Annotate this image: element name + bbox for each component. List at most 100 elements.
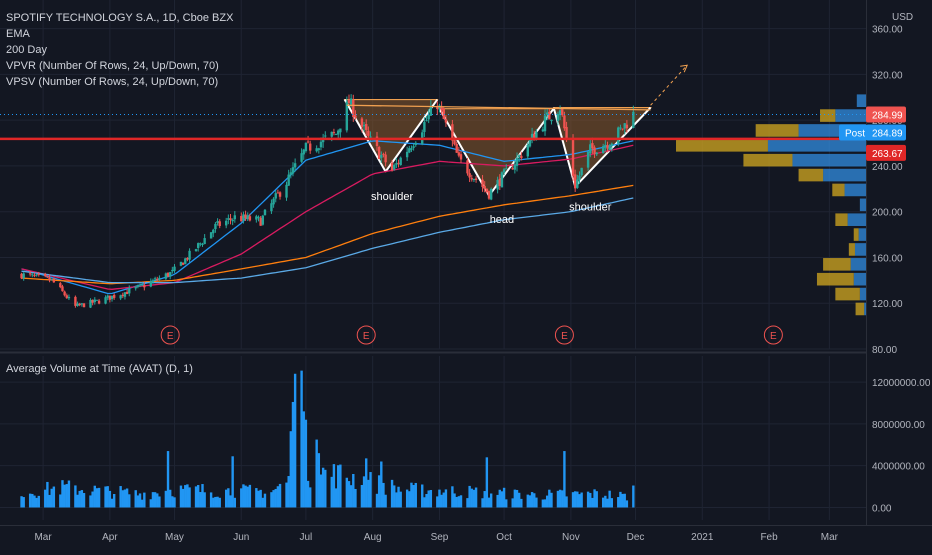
candle-body[interactable] [393,165,396,170]
volume-bar[interactable] [414,482,417,508]
volume-bar[interactable] [543,499,547,508]
pattern-label[interactable]: shoulder [569,202,612,214]
volume-bar[interactable] [31,493,34,508]
candle-body[interactable] [138,284,142,286]
candle-body[interactable] [347,99,351,104]
volume-bar[interactable] [423,497,426,508]
candle-body[interactable] [240,216,243,222]
volume-bar[interactable] [259,489,262,508]
volume-bar[interactable] [48,494,51,508]
volume-bar[interactable] [604,495,607,508]
candle-body[interactable] [22,273,25,279]
candle-body[interactable] [136,285,140,288]
candle-body[interactable] [151,280,155,283]
candle-body[interactable] [565,126,568,140]
neckline[interactable] [346,104,651,111]
volume-bar[interactable] [209,492,213,508]
volume-bar[interactable] [513,489,517,508]
volume-bar[interactable] [393,485,396,508]
volume-bar[interactable] [153,492,157,508]
candle-body[interactable] [285,184,288,198]
candle-body[interactable] [470,178,473,180]
volume-bar[interactable] [22,497,25,508]
volume-bar[interactable] [248,484,252,508]
candle-body[interactable] [28,273,32,275]
candle-body[interactable] [337,130,340,135]
volume-bar[interactable] [580,492,583,508]
volume-bar[interactable] [110,498,114,508]
candle-body[interactable] [578,175,581,180]
candle-body[interactable] [257,216,260,218]
volume-bar[interactable] [28,493,32,508]
candle-body[interactable] [274,193,277,199]
volume-bar[interactable] [395,492,398,508]
volume-bar[interactable] [156,493,159,508]
candle-body[interactable] [164,273,168,279]
volume-bar[interactable] [212,497,215,508]
candle-body[interactable] [485,188,489,193]
candle-body[interactable] [242,214,245,221]
candle-body[interactable] [289,172,293,175]
candle-body[interactable] [511,168,514,170]
candle-body[interactable] [354,115,357,118]
volume-bar[interactable] [382,482,385,508]
volume-bar[interactable] [556,490,560,508]
volume-bar[interactable] [578,494,581,508]
volume-bar[interactable] [93,485,96,508]
volume-bar[interactable] [158,496,161,508]
volume-bar[interactable] [194,486,198,508]
volume-bar[interactable] [485,457,489,508]
volume-bar[interactable] [337,465,340,508]
candle-body[interactable] [586,151,590,168]
candle-body[interactable] [261,215,265,225]
candle-body[interactable] [380,154,383,158]
volume-bar[interactable] [89,495,92,508]
candle-body[interactable] [218,221,221,227]
volume-bar[interactable] [489,493,493,508]
candle-body[interactable] [369,136,372,138]
candle-body[interactable] [397,162,400,164]
candle-body[interactable] [304,142,308,152]
candle-body[interactable] [533,133,536,141]
candle-body[interactable] [545,112,549,115]
candle-body[interactable] [595,152,598,155]
candle-body[interactable] [423,122,426,133]
candle-body[interactable] [248,216,252,221]
indicator-vpvr[interactable]: VPVR (Number Of Rows, 24, Up/Down, 70) [6,60,219,72]
volume-bar[interactable] [589,492,592,508]
volume-bar[interactable] [468,485,471,508]
candle-body[interactable] [390,162,394,171]
pattern-label[interactable]: head [490,214,514,226]
earnings-marker-circle[interactable] [160,325,180,345]
candle-body[interactable] [315,148,318,152]
candle-body[interactable] [543,115,547,132]
volume-bar[interactable] [151,492,155,508]
earnings-marker-circle[interactable] [763,325,783,345]
candle-body[interactable] [535,131,538,140]
volume-bar[interactable] [429,489,433,508]
volume-bar[interactable] [164,490,168,508]
volume-bar[interactable] [606,498,609,508]
volume-bar[interactable] [453,493,456,508]
volume-bar[interactable] [278,483,282,508]
volume-bar[interactable] [530,492,534,508]
volume-bar[interactable] [291,401,295,508]
volume-bar[interactable] [289,431,293,508]
volume-bar[interactable] [231,456,234,508]
volume-bar[interactable] [324,469,327,508]
candle-body[interactable] [93,299,96,303]
candle-body[interactable] [48,277,51,281]
volume-bar[interactable] [408,491,411,508]
candle-body[interactable] [91,299,94,303]
volume-bar[interactable] [261,497,265,508]
volume-bar[interactable] [319,474,323,508]
candle-body[interactable] [263,209,267,216]
volume-bar[interactable] [517,492,521,508]
volume-bar[interactable] [535,497,538,508]
candle-body[interactable] [65,295,68,299]
volume-bar[interactable] [591,497,594,508]
volume-bar[interactable] [332,464,336,508]
candle-body[interactable] [515,157,519,166]
candle-body[interactable] [179,261,183,266]
